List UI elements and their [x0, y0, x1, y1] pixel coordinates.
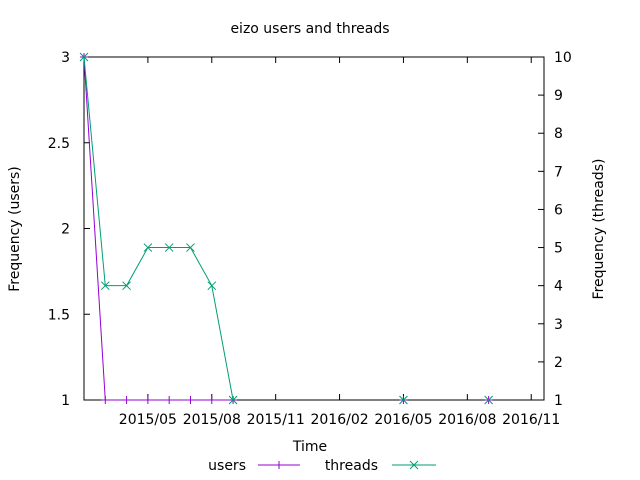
y-tick-label: 2 — [61, 222, 70, 238]
y2-tick-label: 3 — [554, 317, 563, 333]
y2-tick-label: 2 — [554, 355, 563, 371]
point-threads — [100, 281, 110, 291]
y2-tick-label: 4 — [554, 279, 563, 295]
point-threads — [143, 243, 153, 252]
legend-marker-users — [275, 461, 283, 469]
y2-tick-label: 1 — [554, 393, 563, 409]
series-layer — [79, 52, 493, 405]
legend-label-threads: threads — [325, 458, 378, 474]
legend-marker-threads — [409, 460, 419, 470]
series-threads — [79, 52, 493, 405]
x-tick-label: 2015/05 — [119, 412, 177, 428]
point-users — [186, 396, 195, 404]
chart-title: eizo users and threads — [230, 21, 389, 37]
y2-tick-label: 9 — [554, 88, 563, 104]
point-threads — [164, 243, 174, 252]
y2-tick-label: 5 — [554, 241, 563, 257]
x-axis: 2015/05 2015/08 2015/11 2016/02 2016/05 2016/… — [119, 57, 560, 428]
point-users — [122, 396, 131, 404]
point-threads — [122, 281, 131, 291]
series-line-users — [83, 56, 234, 401]
point-users — [207, 396, 216, 404]
plot-frame — [83, 56, 545, 401]
x-axis-label: Time — [292, 439, 327, 455]
y2-tick-label: 7 — [554, 164, 563, 180]
series-users — [80, 53, 493, 404]
y2-axis-label: Frequency (threads) — [591, 159, 607, 300]
series-line-threads — [83, 56, 234, 401]
point-threads — [228, 395, 238, 405]
legend-point-users — [275, 461, 283, 469]
x-tick-label: 2016/11 — [502, 412, 560, 428]
y-axis-right: 1 2 3 4 5 6 7 8 9 10 — [538, 50, 572, 409]
point-users — [165, 396, 174, 404]
point-users — [143, 396, 152, 404]
point-users — [101, 396, 110, 404]
x-tick-label: 2015/08 — [183, 412, 241, 428]
legend: users threads — [208, 458, 436, 474]
y-tick-label: 1 — [61, 393, 70, 409]
y2-tick-label: 6 — [554, 202, 563, 218]
legend-label-users: users — [208, 458, 246, 474]
x-tick-label: 2016/08 — [438, 412, 496, 428]
y2-tick-label: 8 — [554, 126, 563, 142]
legend-point-threads — [409, 460, 419, 470]
point-threads — [207, 281, 217, 291]
y-axis-label: Frequency (users) — [7, 166, 23, 292]
y-tick-label: 3 — [61, 50, 70, 66]
point-threads — [79, 52, 89, 62]
y-axis-left: 1 1.5 2 2.5 3 — [48, 50, 90, 409]
point-threads — [186, 243, 195, 252]
y2-tick-label: 10 — [554, 50, 572, 66]
x-tick-label: 2016/05 — [374, 412, 432, 428]
x-tick-label: 2016/02 — [310, 412, 368, 428]
y-tick-label: 2.5 — [48, 136, 70, 152]
x-tick-label: 2015/11 — [247, 412, 305, 428]
point-threads — [484, 395, 493, 405]
y-tick-label: 1.5 — [48, 307, 70, 323]
point-threads — [399, 395, 408, 405]
